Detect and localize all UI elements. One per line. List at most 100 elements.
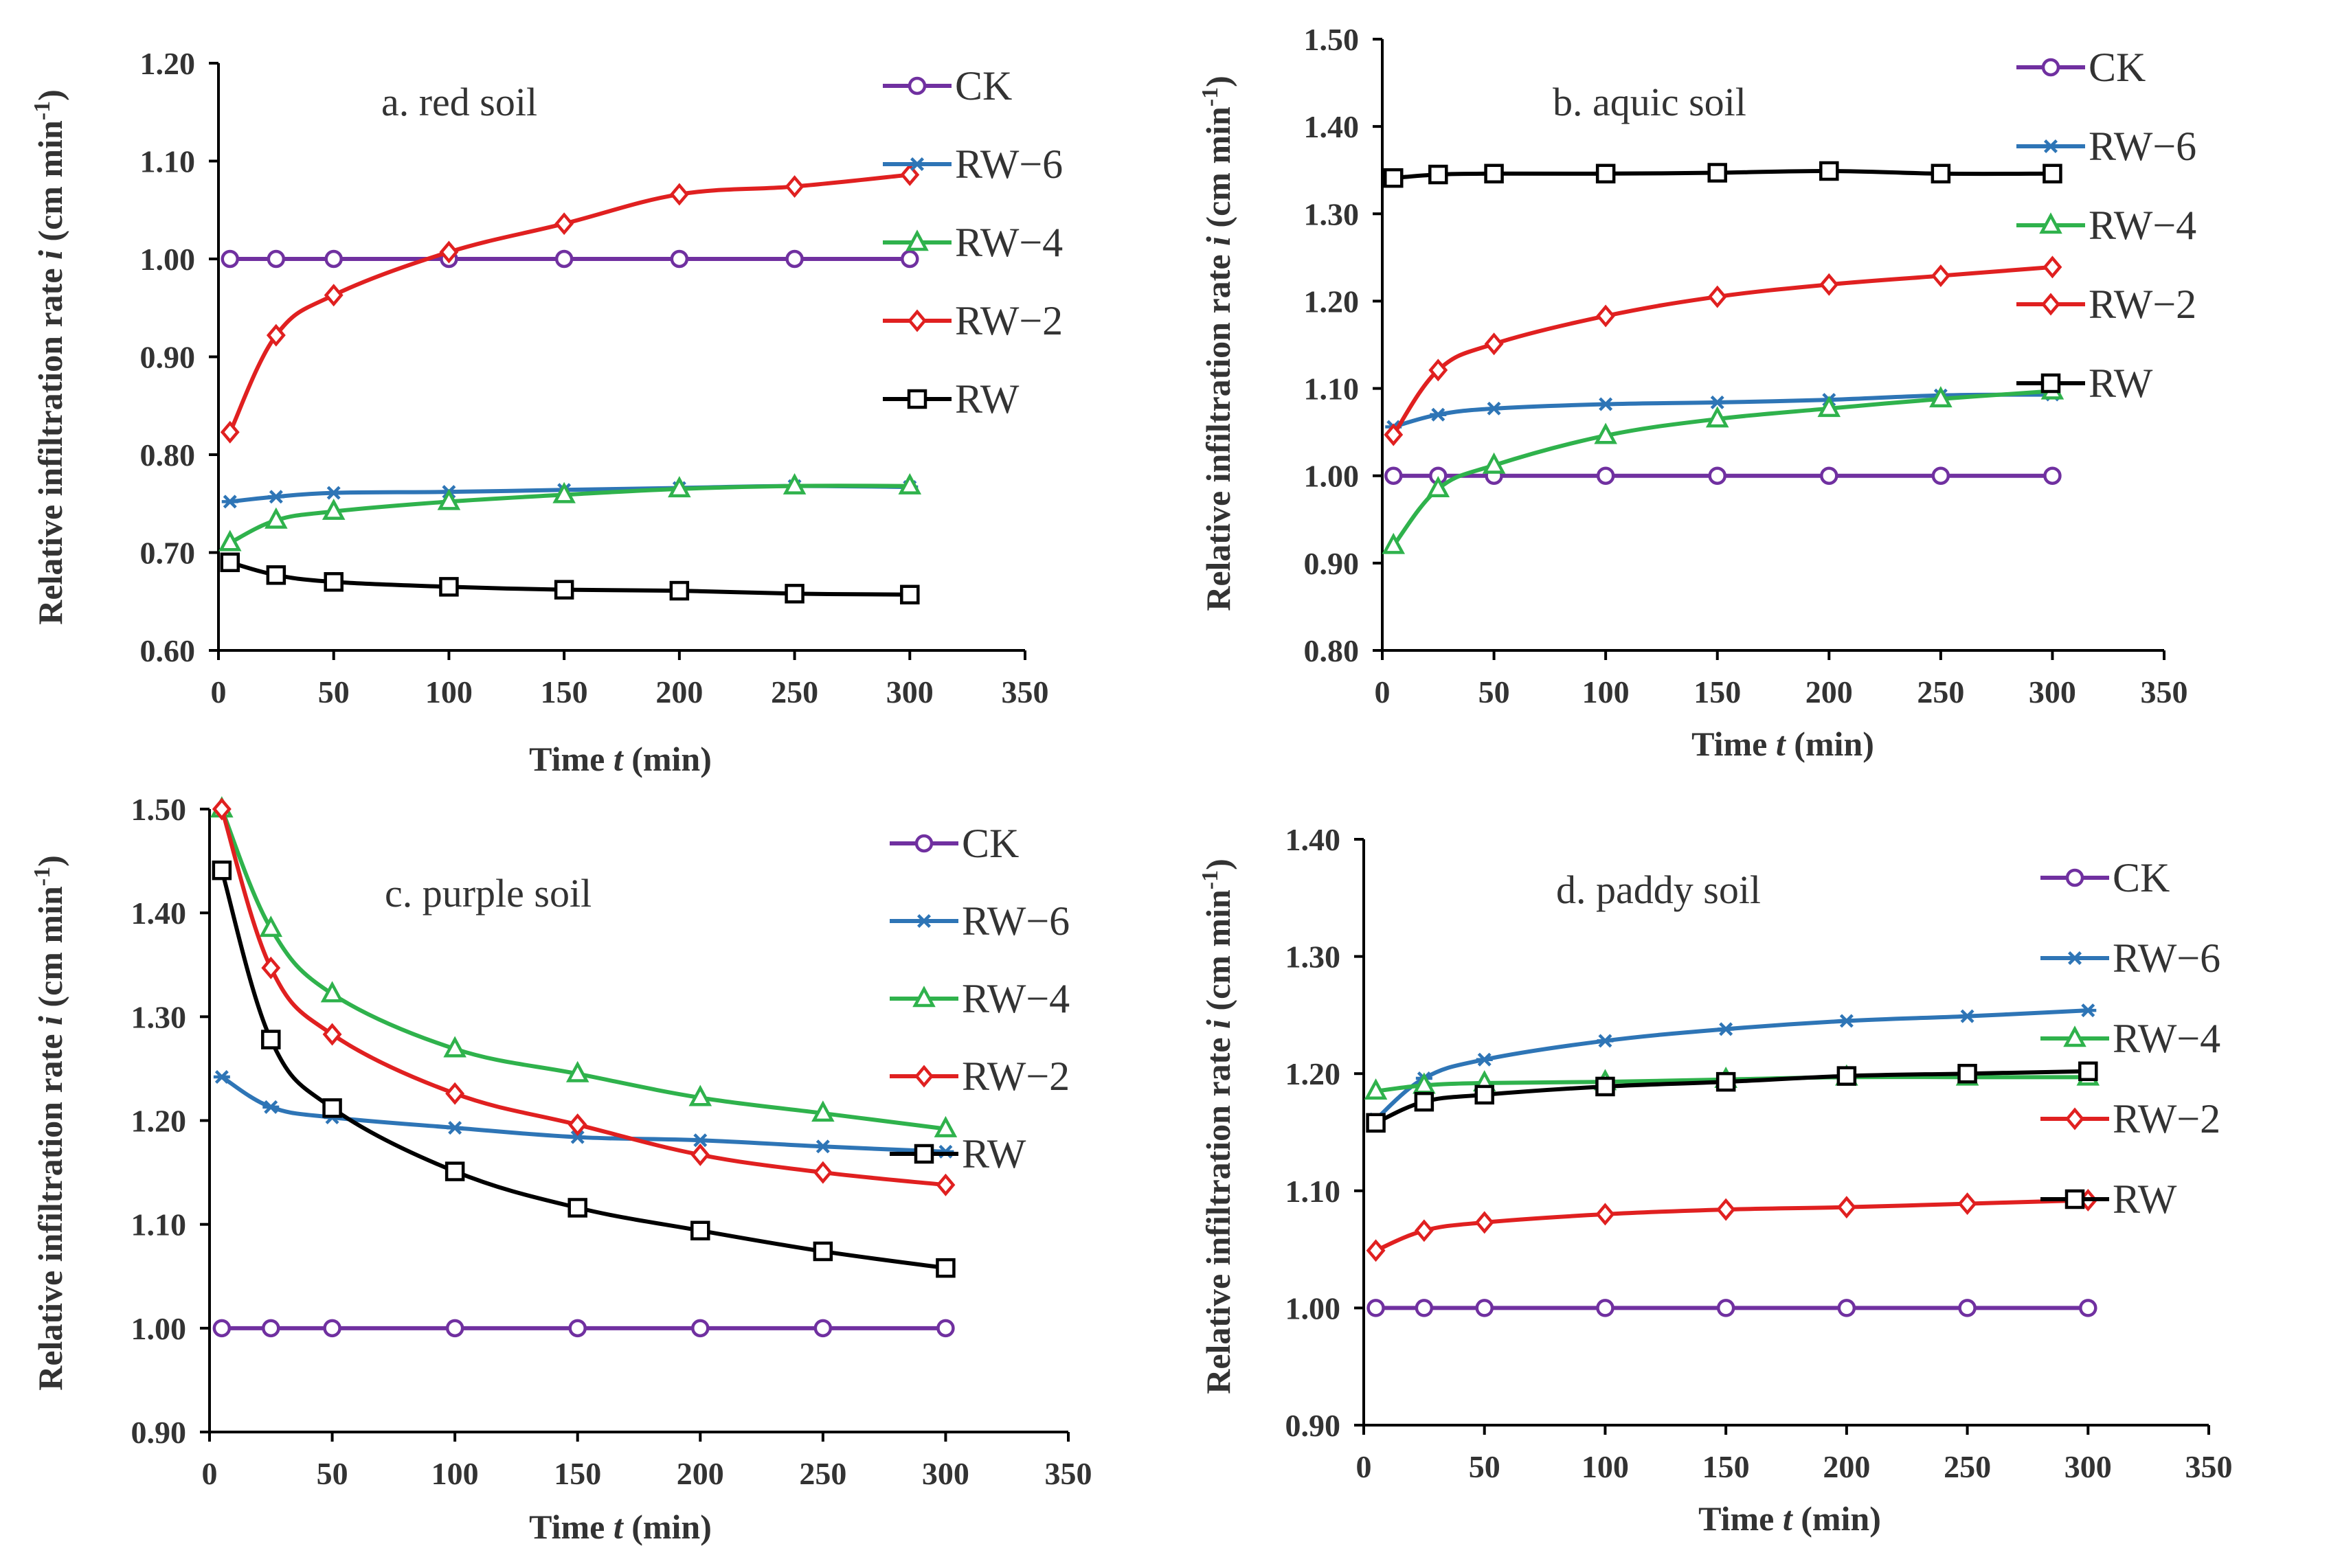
legend-swatch-marker <box>2063 1025 2086 1047</box>
data-point <box>1836 1196 1856 1219</box>
data-point <box>261 956 281 979</box>
panel-title: a. red soil <box>381 80 537 124</box>
series-rw <box>1366 1061 2098 1133</box>
data-point <box>1817 396 1841 418</box>
data-point <box>1482 452 1506 474</box>
x-tick-label: 350 <box>2185 1449 2233 1484</box>
legend-item-rw-4: RW−4 <box>2016 203 2196 248</box>
x-tick-label: 50 <box>317 1456 348 1491</box>
data-point <box>2043 255 2062 279</box>
x-tick-label: 250 <box>771 674 818 709</box>
x-tick-label: 0 <box>1375 674 1391 709</box>
y-tick-label: 1.20 <box>1285 1056 1341 1091</box>
legend-item-rw: RW <box>2016 361 2153 406</box>
data-point <box>1595 1203 1615 1226</box>
data-point <box>212 860 232 880</box>
data-point <box>690 1143 710 1166</box>
x-tick-label: 300 <box>886 674 934 709</box>
y-tick-label: 1.30 <box>131 999 187 1034</box>
legend-swatch-marker <box>909 157 925 171</box>
data-point <box>323 1319 341 1338</box>
legend-item-ck: CK <box>890 821 1019 866</box>
legend-swatch-marker <box>2065 1107 2084 1130</box>
x-tick-label: 50 <box>1469 1449 1500 1484</box>
x-tick-label: 50 <box>1478 674 1510 709</box>
data-point <box>220 420 240 444</box>
x-axis-title: Time t (min) <box>529 1508 712 1546</box>
y-axis-title: Relative infiltration rate i (cm min-1) <box>1197 76 1237 611</box>
data-point <box>1366 1299 1385 1317</box>
legend-label: RW−6 <box>2089 124 2196 169</box>
data-point <box>1414 1219 1434 1242</box>
data-point <box>324 249 343 269</box>
data-point <box>2043 466 2062 485</box>
legend-item-rw: RW <box>890 1131 1026 1177</box>
panel-title: c. purple soil <box>385 871 592 916</box>
series-rw <box>220 552 920 605</box>
legend-label: RW−6 <box>955 141 1063 187</box>
x-tick-label: 150 <box>554 1456 601 1491</box>
data-point <box>212 797 232 821</box>
data-point <box>692 1133 709 1148</box>
data-point <box>266 565 286 585</box>
data-point <box>2080 1003 2097 1018</box>
data-point <box>1929 386 1953 408</box>
data-point <box>1382 532 1406 554</box>
data-point <box>218 530 242 552</box>
panel-title: b. aquic soil <box>1553 80 1746 124</box>
legend-item-rw: RW <box>2040 1177 2177 1222</box>
series-ck <box>1366 1299 2097 1317</box>
data-point <box>1426 476 1450 498</box>
legend-label: RW <box>955 376 1020 422</box>
legend-label: RW−6 <box>2113 935 2220 981</box>
data-point <box>1957 1063 1977 1084</box>
data-point <box>1596 466 1615 485</box>
x-tick-label: 0 <box>211 674 227 709</box>
data-point <box>1819 161 1839 181</box>
data-point <box>688 1084 712 1106</box>
y-tick-label: 0.80 <box>1304 633 1360 668</box>
data-point <box>668 476 691 498</box>
y-tick-label: 1.30 <box>1285 940 1341 975</box>
x-tick-label: 50 <box>318 674 350 709</box>
legend-item-rw-2: RW−2 <box>2040 1096 2220 1141</box>
data-point <box>900 584 920 605</box>
data-point <box>259 916 283 938</box>
data-point <box>1474 1211 1494 1234</box>
data-point <box>565 1060 589 1082</box>
data-point <box>322 498 346 520</box>
data-point <box>1597 1034 1614 1048</box>
data-point <box>2079 1299 2097 1317</box>
data-point <box>1819 273 1839 296</box>
data-point <box>1820 466 1838 485</box>
legend-item-rw-6: RW−6 <box>890 898 1070 944</box>
legend-label: RW <box>2113 1177 2177 1222</box>
data-point <box>1430 407 1447 422</box>
x-axis-title: Time t (min) <box>1691 725 1874 763</box>
data-point <box>811 1100 835 1122</box>
legend-item-rw-6: RW−6 <box>2016 124 2196 169</box>
data-point <box>1475 1299 1494 1317</box>
data-point <box>1716 1198 1736 1221</box>
legend-swatch-marker <box>2065 868 2084 887</box>
data-point <box>266 323 286 347</box>
data-point <box>785 175 805 198</box>
data-point <box>221 495 238 509</box>
legend-label: CK <box>962 821 1019 866</box>
data-point <box>322 1023 342 1046</box>
y-tick-label: 1.40 <box>1304 109 1360 144</box>
y-tick-label: 1.00 <box>1285 1291 1341 1326</box>
x-tick-label: 100 <box>431 1456 479 1491</box>
y-tick-label: 1.50 <box>131 792 187 827</box>
legend-label: RW−4 <box>2113 1016 2220 1061</box>
x-tick-label: 0 <box>202 1456 218 1491</box>
series-rw-6 <box>213 1070 954 1159</box>
data-point <box>934 1115 958 1137</box>
data-point <box>320 981 344 1003</box>
data-point <box>691 1319 710 1338</box>
legend-item-rw-2: RW−2 <box>883 298 1063 343</box>
series-line-rw-2 <box>228 172 910 433</box>
y-tick-label: 0.90 <box>1285 1408 1341 1443</box>
series-ck <box>212 1319 955 1338</box>
